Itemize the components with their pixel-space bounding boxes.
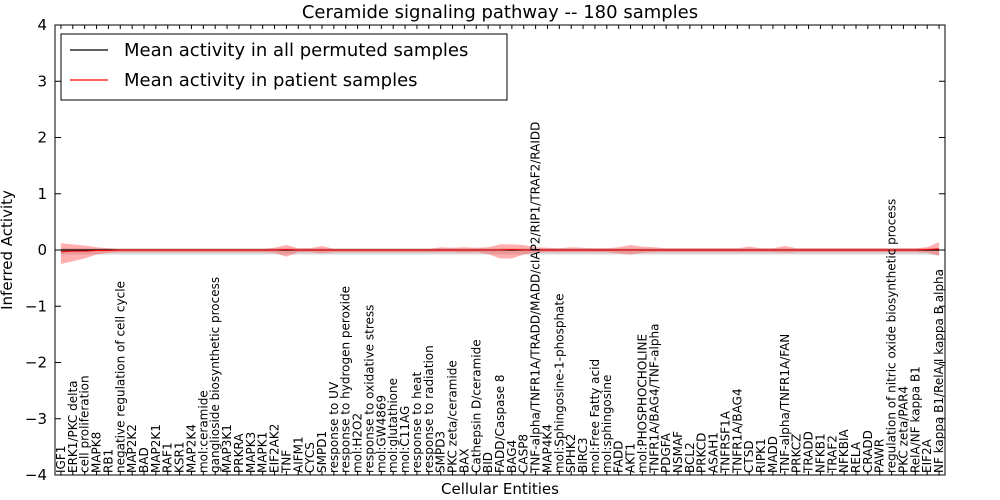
x-tick-label: RelA/NF kappa B1 bbox=[908, 366, 922, 473]
x-tick-label: SMPD1 bbox=[315, 431, 329, 473]
y-tick-label: 2 bbox=[37, 129, 47, 147]
x-tick-label: response to oxidative stress bbox=[362, 305, 376, 473]
x-tick-label: PRKCZ bbox=[790, 434, 804, 473]
x-tick-label: CYCS bbox=[303, 442, 317, 473]
legend-label-1: Mean activity in patient samples bbox=[124, 70, 418, 91]
y-tick-label: 3 bbox=[37, 72, 47, 90]
x-tick-label: EIF2A bbox=[920, 438, 934, 473]
x-tick-label: EIF2AK2 bbox=[268, 424, 282, 473]
x-tick-label: RAF1 bbox=[161, 442, 175, 473]
x-tick-label: PDGFA bbox=[659, 432, 673, 473]
x-tick-label: MAPK3 bbox=[244, 432, 258, 473]
x-tick-label: SPHK2 bbox=[564, 434, 578, 473]
x-tick-label: TNF bbox=[279, 450, 293, 474]
x-tick-label: CASP8 bbox=[517, 434, 531, 473]
x-tick-label: ganglioside biosynthetic process bbox=[208, 277, 222, 473]
x-tick-label: response to heat bbox=[410, 371, 424, 473]
y-tick-label: −1 bbox=[25, 297, 47, 315]
y-tick-label: −2 bbox=[25, 354, 47, 372]
legend: Mean activity in all permuted samples Mea… bbox=[60, 33, 508, 101]
x-tick-label: mol:C11AG bbox=[398, 406, 412, 473]
x-tick-label: mol:Sphingosine-1-phosphate bbox=[552, 294, 566, 474]
x-tick-label: NFKBIA bbox=[837, 428, 851, 473]
x-tick-label: mol:sphingosine bbox=[600, 375, 614, 473]
x-tick-label: MAP3K1 bbox=[220, 424, 234, 473]
x-tick-label: MAP2K2 bbox=[125, 424, 139, 473]
x-tick-label: BCL2 bbox=[683, 442, 697, 473]
x-axis-label: Cellular Entities bbox=[441, 480, 559, 498]
x-tick-label: PKC zeta/PAR4 bbox=[896, 386, 910, 473]
y-axis: −4 −3 −2 −1 0 1 2 3 4 bbox=[25, 16, 945, 484]
x-tick-label: BAG4 bbox=[505, 440, 519, 473]
y-tick-label: 1 bbox=[37, 185, 47, 203]
x-tick-label: cell proliferation bbox=[78, 375, 92, 473]
x-tick-label: BAD bbox=[137, 447, 151, 473]
x-tick-label: BID bbox=[481, 452, 495, 473]
x-tick-label: RELA bbox=[849, 441, 863, 473]
legend-label-0: Mean activity in all permuted samples bbox=[124, 40, 468, 61]
x-tick-label: TNFR1A/BAG4/TNF-alpha bbox=[647, 324, 661, 474]
x-tick-label: FADD/Caspase 8 bbox=[493, 374, 507, 473]
x-tick-label: mol:GW4869 bbox=[374, 395, 388, 473]
x-tick-label: AKT1 bbox=[624, 443, 638, 473]
x-tick-label: MADD bbox=[766, 436, 780, 473]
x-tick-label: FADD bbox=[612, 441, 626, 474]
x-tick-label: mol:Free Fatty acid bbox=[588, 359, 602, 473]
x-tick-label: TRADD bbox=[802, 431, 816, 474]
x-tick-label: RB1 bbox=[101, 449, 115, 473]
x-tick-label: mol:ceramide bbox=[196, 390, 210, 473]
band-series-1 bbox=[60, 242, 940, 265]
x-tick-label: IGF1 bbox=[54, 446, 68, 473]
x-tick-label: response to UV bbox=[327, 381, 341, 473]
x-tick-label: MAP2K4 bbox=[184, 424, 198, 473]
y-tick-label: −3 bbox=[25, 410, 47, 428]
x-tick-label: SMPD3 bbox=[434, 431, 448, 473]
y-tick-label: 4 bbox=[37, 16, 47, 34]
chart-title: Ceramide signaling pathway -- 180 sample… bbox=[302, 2, 698, 23]
x-tick-label: BAX bbox=[457, 448, 471, 473]
y-tick-label: 0 bbox=[37, 241, 47, 259]
x-tick-label: NFKB1 bbox=[813, 433, 827, 473]
x-tick-label: ERK1/PKC delta bbox=[66, 380, 80, 473]
x-tick-label: RIPK1 bbox=[754, 438, 768, 473]
y-axis-label: Inferred Activity bbox=[0, 190, 16, 310]
x-tick-label: mol:glutathione bbox=[386, 378, 400, 473]
x-tick-label: MAP2K1 bbox=[149, 424, 163, 473]
x-tick-label: response to radiation bbox=[422, 345, 436, 473]
legend-box bbox=[60, 33, 508, 101]
x-tick-label: TNFR1A/BAG4 bbox=[730, 388, 744, 474]
x-tick-label: mol:PHOSPHOCHOLINE bbox=[635, 334, 649, 473]
x-tick-label: TNF-alpha/TNFR1A/FAN bbox=[778, 334, 792, 474]
x-tick-label: TNF-alpha/TNFR1A/TRADD/MADD/cIAP2/RIP1/T… bbox=[529, 122, 543, 474]
x-tick-label: TNFRSF1A bbox=[718, 410, 732, 474]
x-tick-label: ASAH1 bbox=[707, 432, 721, 473]
x-tick-label: NSMAF bbox=[671, 431, 685, 473]
x-tick-label: TRAF2 bbox=[825, 435, 839, 474]
x-tick-label: regulation of nitric oxide biosynthetic … bbox=[885, 199, 899, 473]
x-tick-label: PAWR bbox=[873, 439, 887, 473]
x-tick-label: KSR1 bbox=[173, 442, 187, 473]
confidence-bands bbox=[60, 242, 940, 265]
x-tick-label: MAPK1 bbox=[256, 432, 270, 473]
x-tick-label: BIRC3 bbox=[576, 437, 590, 473]
series-lines bbox=[60, 248, 940, 253]
x-tick-label: PKC zeta/ceramide bbox=[446, 360, 460, 473]
x-tick-label: MAP4K4 bbox=[540, 424, 554, 473]
x-tick-label: CRADD bbox=[861, 430, 875, 473]
x-tick-label: mol:H2O2 bbox=[351, 413, 365, 473]
x-tick-label: PRKRA bbox=[232, 433, 246, 473]
x-tick-label: NF kappa B1/RelA/I kappa B alpha bbox=[932, 269, 946, 473]
x-tick-label: Cathepsin D/ceramide bbox=[469, 339, 483, 473]
x-tick-label: MAPK8 bbox=[90, 432, 104, 473]
x-tick-label: PRKCD bbox=[695, 433, 709, 473]
x-tick-label: CTSD bbox=[742, 440, 756, 473]
series-line-1 bbox=[60, 248, 940, 253]
x-tick-label: negative regulation of cell cycle bbox=[113, 281, 127, 473]
y-tick-label: −4 bbox=[25, 466, 47, 484]
x-tick-label: AIFM1 bbox=[291, 436, 305, 473]
x-tick-label: response to hydrogen peroxide bbox=[339, 286, 353, 473]
